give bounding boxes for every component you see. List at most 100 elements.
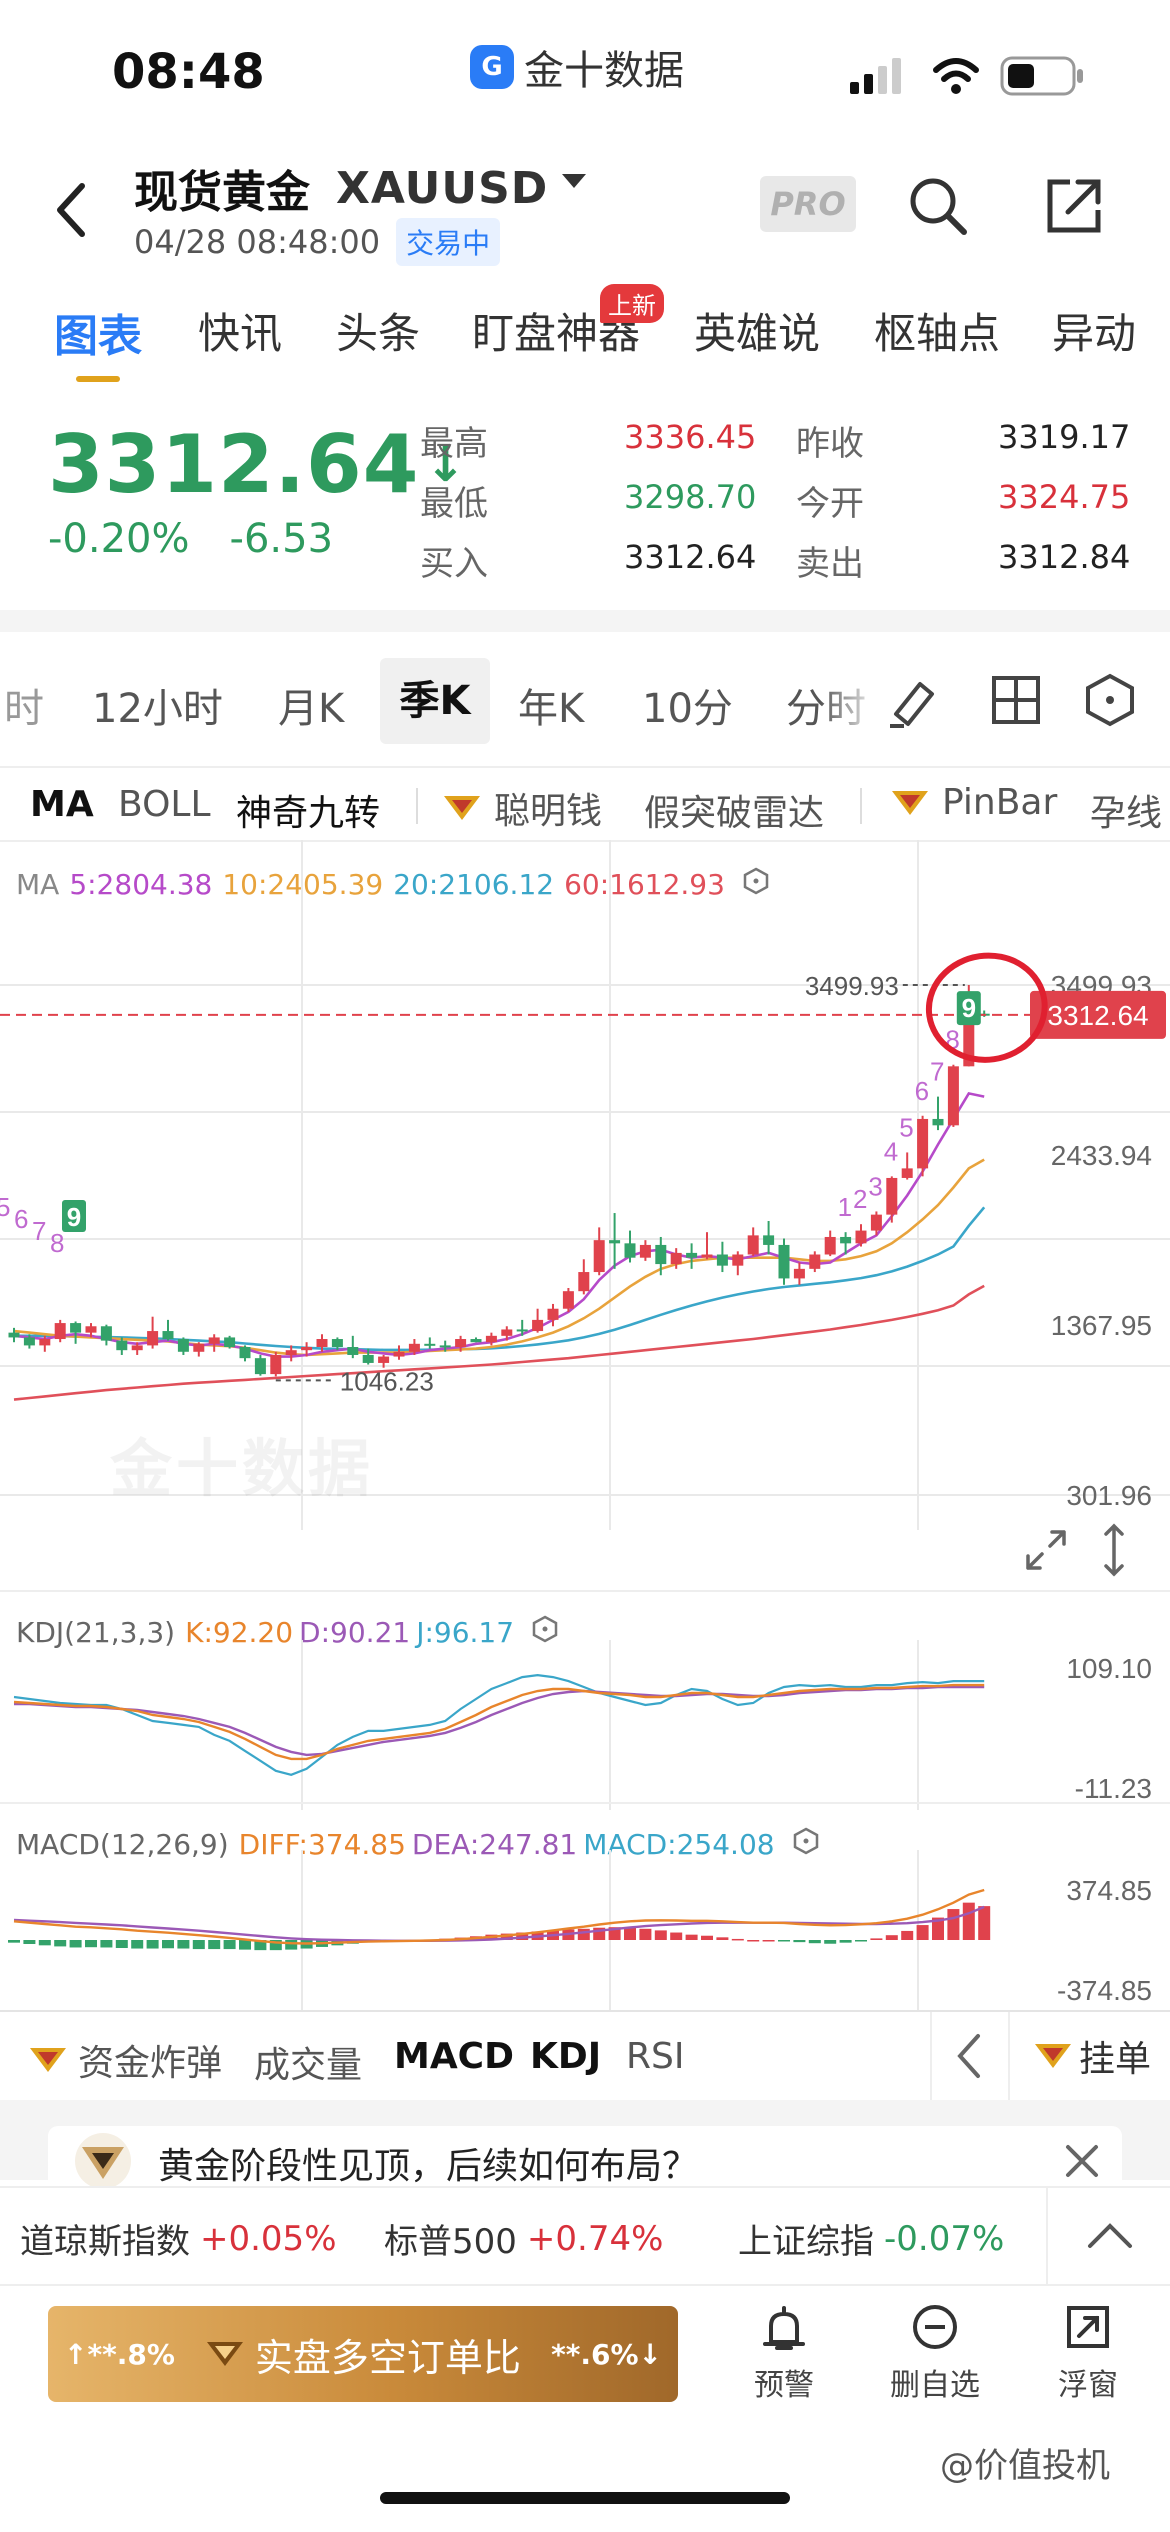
candle-body: [54, 1323, 66, 1340]
candle-body: [917, 1118, 929, 1169]
candle-body: [331, 1339, 343, 1347]
macd-bar: [69, 1940, 82, 1948]
chart-watermark: 金十数据: [110, 1432, 375, 1505]
macd-diff-line: [13, 1888, 985, 1945]
quote-datetime: 04/28 08:48:00: [134, 223, 381, 261]
search-icon[interactable]: [906, 174, 970, 238]
instrument-title[interactable]: 现货黄金 XAUUSD: [134, 156, 588, 220]
remove-watchlist-button[interactable]: 删自选: [880, 2302, 990, 2412]
indicator-pinbar[interactable]: PinBar: [888, 782, 1057, 823]
candle-body: [840, 1236, 852, 1244]
candle-body: [347, 1346, 359, 1355]
source-watermark: @价值投机: [940, 2446, 1110, 2486]
macd-bar: [54, 1940, 67, 1947]
macd-legend-title: MACD(12,26,9): [16, 1828, 229, 1861]
status-time: 08:48: [112, 44, 265, 100]
trading-status-badge: 交易中: [396, 218, 501, 266]
macd-diff-value: DIFF:374.85: [238, 1828, 406, 1861]
ma5-line: [13, 1091, 985, 1358]
symbol-dropdown-icon[interactable]: [560, 172, 588, 194]
candle-body: [593, 1240, 605, 1273]
tab-flash-news[interactable]: 快讯: [198, 309, 283, 358]
indicator-macd[interactable]: MACD: [394, 2036, 514, 2077]
index-dow[interactable]: 道琼斯指数 +0.05%: [20, 2218, 337, 2263]
price-block: 3312.64 ↓: [48, 418, 466, 511]
close-icon[interactable]: [1062, 2141, 1102, 2185]
tab-monitor[interactable]: 盯盘神器 上新: [472, 284, 664, 361]
period-month[interactable]: 月K: [278, 686, 345, 732]
stat-bid-label: 买入: [420, 544, 488, 584]
ma-legend-title: MA: [16, 868, 60, 901]
index-sp500[interactable]: 标普500 +0.74%: [384, 2218, 664, 2263]
tab-chart[interactable]: 图表: [54, 300, 142, 382]
pro-button[interactable]: PRO: [760, 176, 856, 232]
macd-settings-icon[interactable]: [791, 1826, 821, 1863]
candle-body: [639, 1244, 651, 1258]
annotation-circle: [925, 952, 1048, 1063]
candle-body: [100, 1326, 112, 1341]
candle-body: [716, 1254, 728, 1266]
candle-body: [578, 1272, 590, 1292]
indicator-false-breakout[interactable]: 假突破雷达: [644, 793, 825, 834]
tab-headlines[interactable]: 头条: [336, 309, 421, 358]
collapse-left-icon[interactable]: [930, 2012, 1008, 2100]
pending-order-button[interactable]: 挂单: [1008, 2012, 1170, 2100]
candle-body: [39, 1339, 51, 1346]
alert-button[interactable]: 预警: [736, 2302, 832, 2412]
macd-chart[interactable]: 374.85 -374.85: [0, 1850, 1170, 2030]
long-short-ratio-banner[interactable]: ↑**.8% 实盘多空订单比 **.6%↓: [48, 2306, 678, 2402]
candle-body: [270, 1354, 282, 1375]
kdj-chart[interactable]: 109.10 -11.23: [0, 1640, 1170, 1810]
indices-ticker[interactable]: 道琼斯指数 +0.05% 标普500 +0.74% 上证综指 -0.07%: [0, 2186, 1170, 2286]
kdj-k-line: [13, 1683, 985, 1761]
indicator-kdj[interactable]: KDJ: [530, 2036, 602, 2077]
kdj-settings-icon[interactable]: [530, 1614, 560, 1651]
app-logo-icon: G: [470, 45, 514, 89]
draw-tool-icon[interactable]: [884, 670, 944, 730]
indicator-inside-bar[interactable]: 孕线: [1090, 793, 1163, 834]
indicator-boll[interactable]: BOLL: [118, 784, 211, 825]
candlestick-chart[interactable]: 3499.932433.941367.95301.962015-10-01202…: [0, 840, 1170, 1540]
tab-anomaly[interactable]: 异动: [1052, 309, 1137, 358]
indicator-ma[interactable]: MA: [30, 784, 94, 825]
ma-settings-icon[interactable]: [741, 866, 771, 903]
expand-up-icon[interactable]: [1046, 2188, 1170, 2284]
macd-bar: [8, 1940, 20, 1943]
macd-bar: [285, 1940, 298, 1950]
instrument-symbol: XAUUSD: [336, 162, 549, 214]
expand-chart-icon[interactable]: [1022, 1526, 1070, 1574]
candle-body: [8, 1332, 20, 1338]
settings-hex-icon[interactable]: [1080, 670, 1140, 730]
float-window-button[interactable]: 浮窗: [1040, 2302, 1136, 2412]
share-icon[interactable]: [1042, 174, 1106, 238]
indicator-capital-bomb[interactable]: 资金炸弹: [26, 2034, 222, 2086]
period-10min[interactable]: 10分: [642, 686, 733, 732]
macd-bar: [762, 1940, 775, 1942]
indicator-smart-money[interactable]: 聪明钱: [440, 782, 602, 834]
stat-low-value: 3298.70: [624, 478, 757, 516]
current-price-label: 3312.64: [1047, 1000, 1148, 1031]
candle-body: [70, 1323, 82, 1333]
indicator-td-nine[interactable]: 神奇九转: [236, 793, 381, 834]
app-indicator: G 金十数据: [470, 38, 684, 96]
indicator-rsi[interactable]: RSI: [626, 2036, 685, 2077]
vertical-scale-icon[interactable]: [1098, 1522, 1130, 1578]
minus-circle-icon: [913, 2305, 957, 2349]
instrument-name: 现货黄金: [134, 167, 310, 218]
layout-grid-icon[interactable]: [986, 670, 1046, 730]
news-logo-icon: [68, 2131, 138, 2195]
indicator-volume[interactable]: 成交量: [254, 2045, 363, 2086]
candle-body: [624, 1243, 636, 1258]
period-quarter[interactable]: 季K: [380, 658, 490, 744]
period-divider: [0, 766, 1170, 768]
period-hour[interactable]: 时: [4, 686, 44, 732]
index-shanghai[interactable]: 上证综指 -0.07%: [738, 2218, 1005, 2263]
candle-body: [131, 1345, 143, 1351]
tab-pivot[interactable]: 枢轴点: [874, 309, 1001, 358]
tab-heroes[interactable]: 英雄说: [694, 309, 821, 358]
macd-bar: [793, 1940, 806, 1943]
period-year[interactable]: 年K: [518, 686, 585, 732]
back-icon[interactable]: [50, 180, 90, 240]
period-12h[interactable]: 12小时: [92, 686, 223, 732]
macd-dea-line: [13, 1905, 985, 1943]
